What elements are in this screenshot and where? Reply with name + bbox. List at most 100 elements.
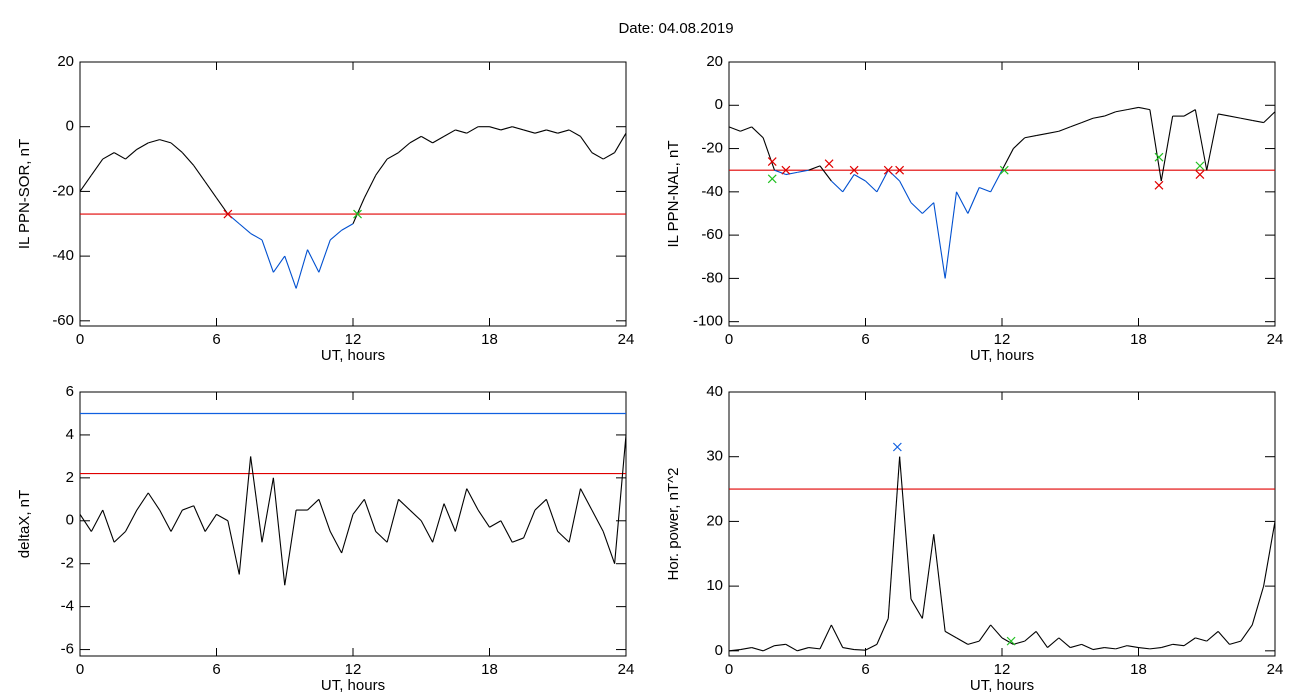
line-segment — [375, 158, 388, 176]
x-tick-label: 0 — [76, 331, 84, 348]
line-segment — [797, 169, 809, 173]
x-tick-label: 6 — [861, 331, 869, 348]
line-segment — [1092, 115, 1105, 119]
line-segment — [956, 191, 969, 214]
line-segment — [1104, 111, 1116, 117]
y-axis-label: deltaX, nT — [16, 490, 33, 558]
line-segment — [967, 640, 980, 645]
line-segment — [1001, 637, 1014, 645]
line-segment — [1149, 109, 1162, 182]
plot-frame — [79, 391, 627, 657]
line-segment — [899, 180, 912, 203]
chart-panel: 0 6 12 18 24 0 10 20 30 40 UT, hours Hor. power, nT… — [665, 383, 1283, 694]
y-tick-label: -100 — [693, 313, 723, 330]
line-segment — [602, 531, 616, 564]
x-axis-label: UT, hours — [321, 677, 385, 694]
line-segment — [455, 129, 467, 134]
line-segment — [830, 624, 844, 648]
line-segment — [1081, 117, 1094, 124]
line-segment — [614, 434, 627, 564]
line-segment — [865, 180, 878, 193]
line-segment — [740, 647, 752, 651]
figure-title: Date: 04.08.2019 — [618, 20, 733, 37]
marker-cross — [767, 157, 777, 166]
line-segment — [580, 136, 593, 153]
y-tick-label: 10 — [706, 577, 723, 594]
line-segment — [307, 498, 320, 511]
line-segment — [785, 643, 798, 652]
y-tick-label: 40 — [706, 383, 723, 400]
line-segment — [1240, 117, 1253, 121]
line-segment — [1081, 643, 1094, 651]
line-segment — [876, 618, 889, 645]
line-segment — [136, 142, 149, 150]
line-segment — [284, 509, 297, 586]
line-segment — [876, 169, 889, 193]
line-segment — [489, 126, 502, 131]
line-segment — [102, 152, 115, 160]
marker-cross — [767, 174, 777, 184]
y-axis-label: IL PPN-NAL, nT — [665, 141, 682, 248]
line-segment — [125, 148, 138, 160]
line-segment — [352, 197, 365, 224]
marker-cross — [353, 209, 362, 219]
line-segment — [363, 174, 377, 199]
y-tick-label: -20 — [701, 140, 723, 157]
line-segment — [500, 520, 513, 543]
line-segment — [774, 169, 787, 176]
y-tick-label: -80 — [701, 269, 723, 286]
line-segment — [1013, 640, 1025, 645]
y-tick-label: -4 — [61, 598, 74, 615]
x-tick-label: 0 — [725, 661, 733, 678]
y-tick-label: -40 — [52, 247, 74, 264]
y-tick-label: 6 — [66, 383, 74, 400]
x-tick-label: 18 — [481, 331, 498, 348]
line-segment — [1047, 130, 1059, 134]
line-segment — [1263, 111, 1276, 123]
line-segment — [523, 129, 536, 134]
line-segment — [512, 537, 524, 543]
y-tick-label: -40 — [701, 183, 723, 200]
line-segment — [341, 514, 354, 554]
marker-cross — [781, 165, 791, 175]
line-segment — [797, 647, 809, 652]
line-segment — [1252, 119, 1264, 124]
line-segment — [580, 488, 593, 511]
y-tick-label: 0 — [66, 118, 74, 135]
marker-cross — [824, 159, 834, 169]
line-segment — [398, 498, 411, 511]
line-segment — [545, 499, 559, 532]
line-segment — [307, 249, 320, 273]
line-segment — [1115, 645, 1128, 650]
line-segment — [830, 180, 844, 193]
line-segment — [614, 132, 627, 153]
x-tick-label: 0 — [76, 661, 84, 678]
line-segment — [979, 186, 991, 193]
line-segment — [90, 509, 104, 532]
line-segment — [1092, 647, 1105, 651]
line-segment — [842, 174, 855, 193]
line-segment — [1058, 637, 1071, 649]
line-segment — [751, 647, 764, 652]
y-tick-label: -6 — [61, 641, 74, 658]
line-segment — [500, 126, 513, 131]
line-segment — [602, 152, 615, 160]
line-segment — [204, 181, 217, 199]
x-axis-label: UT, hours — [970, 347, 1034, 364]
line-segment — [842, 647, 855, 651]
line-segment — [808, 647, 821, 650]
x-tick-label: 24 — [1267, 661, 1284, 678]
x-tick-label: 24 — [618, 331, 635, 348]
line-segment — [933, 534, 946, 632]
x-tick-label: 6 — [212, 331, 220, 348]
marker-cross — [895, 165, 905, 175]
line-segment — [944, 630, 957, 639]
line-segment — [443, 129, 456, 137]
marker-cross — [223, 209, 233, 219]
line-segment — [170, 509, 183, 532]
line-segment — [386, 152, 399, 160]
y-tick-label: 20 — [706, 53, 723, 70]
line-segment — [466, 126, 479, 134]
x-tick-label: 18 — [481, 661, 498, 678]
line-segment — [432, 135, 445, 144]
